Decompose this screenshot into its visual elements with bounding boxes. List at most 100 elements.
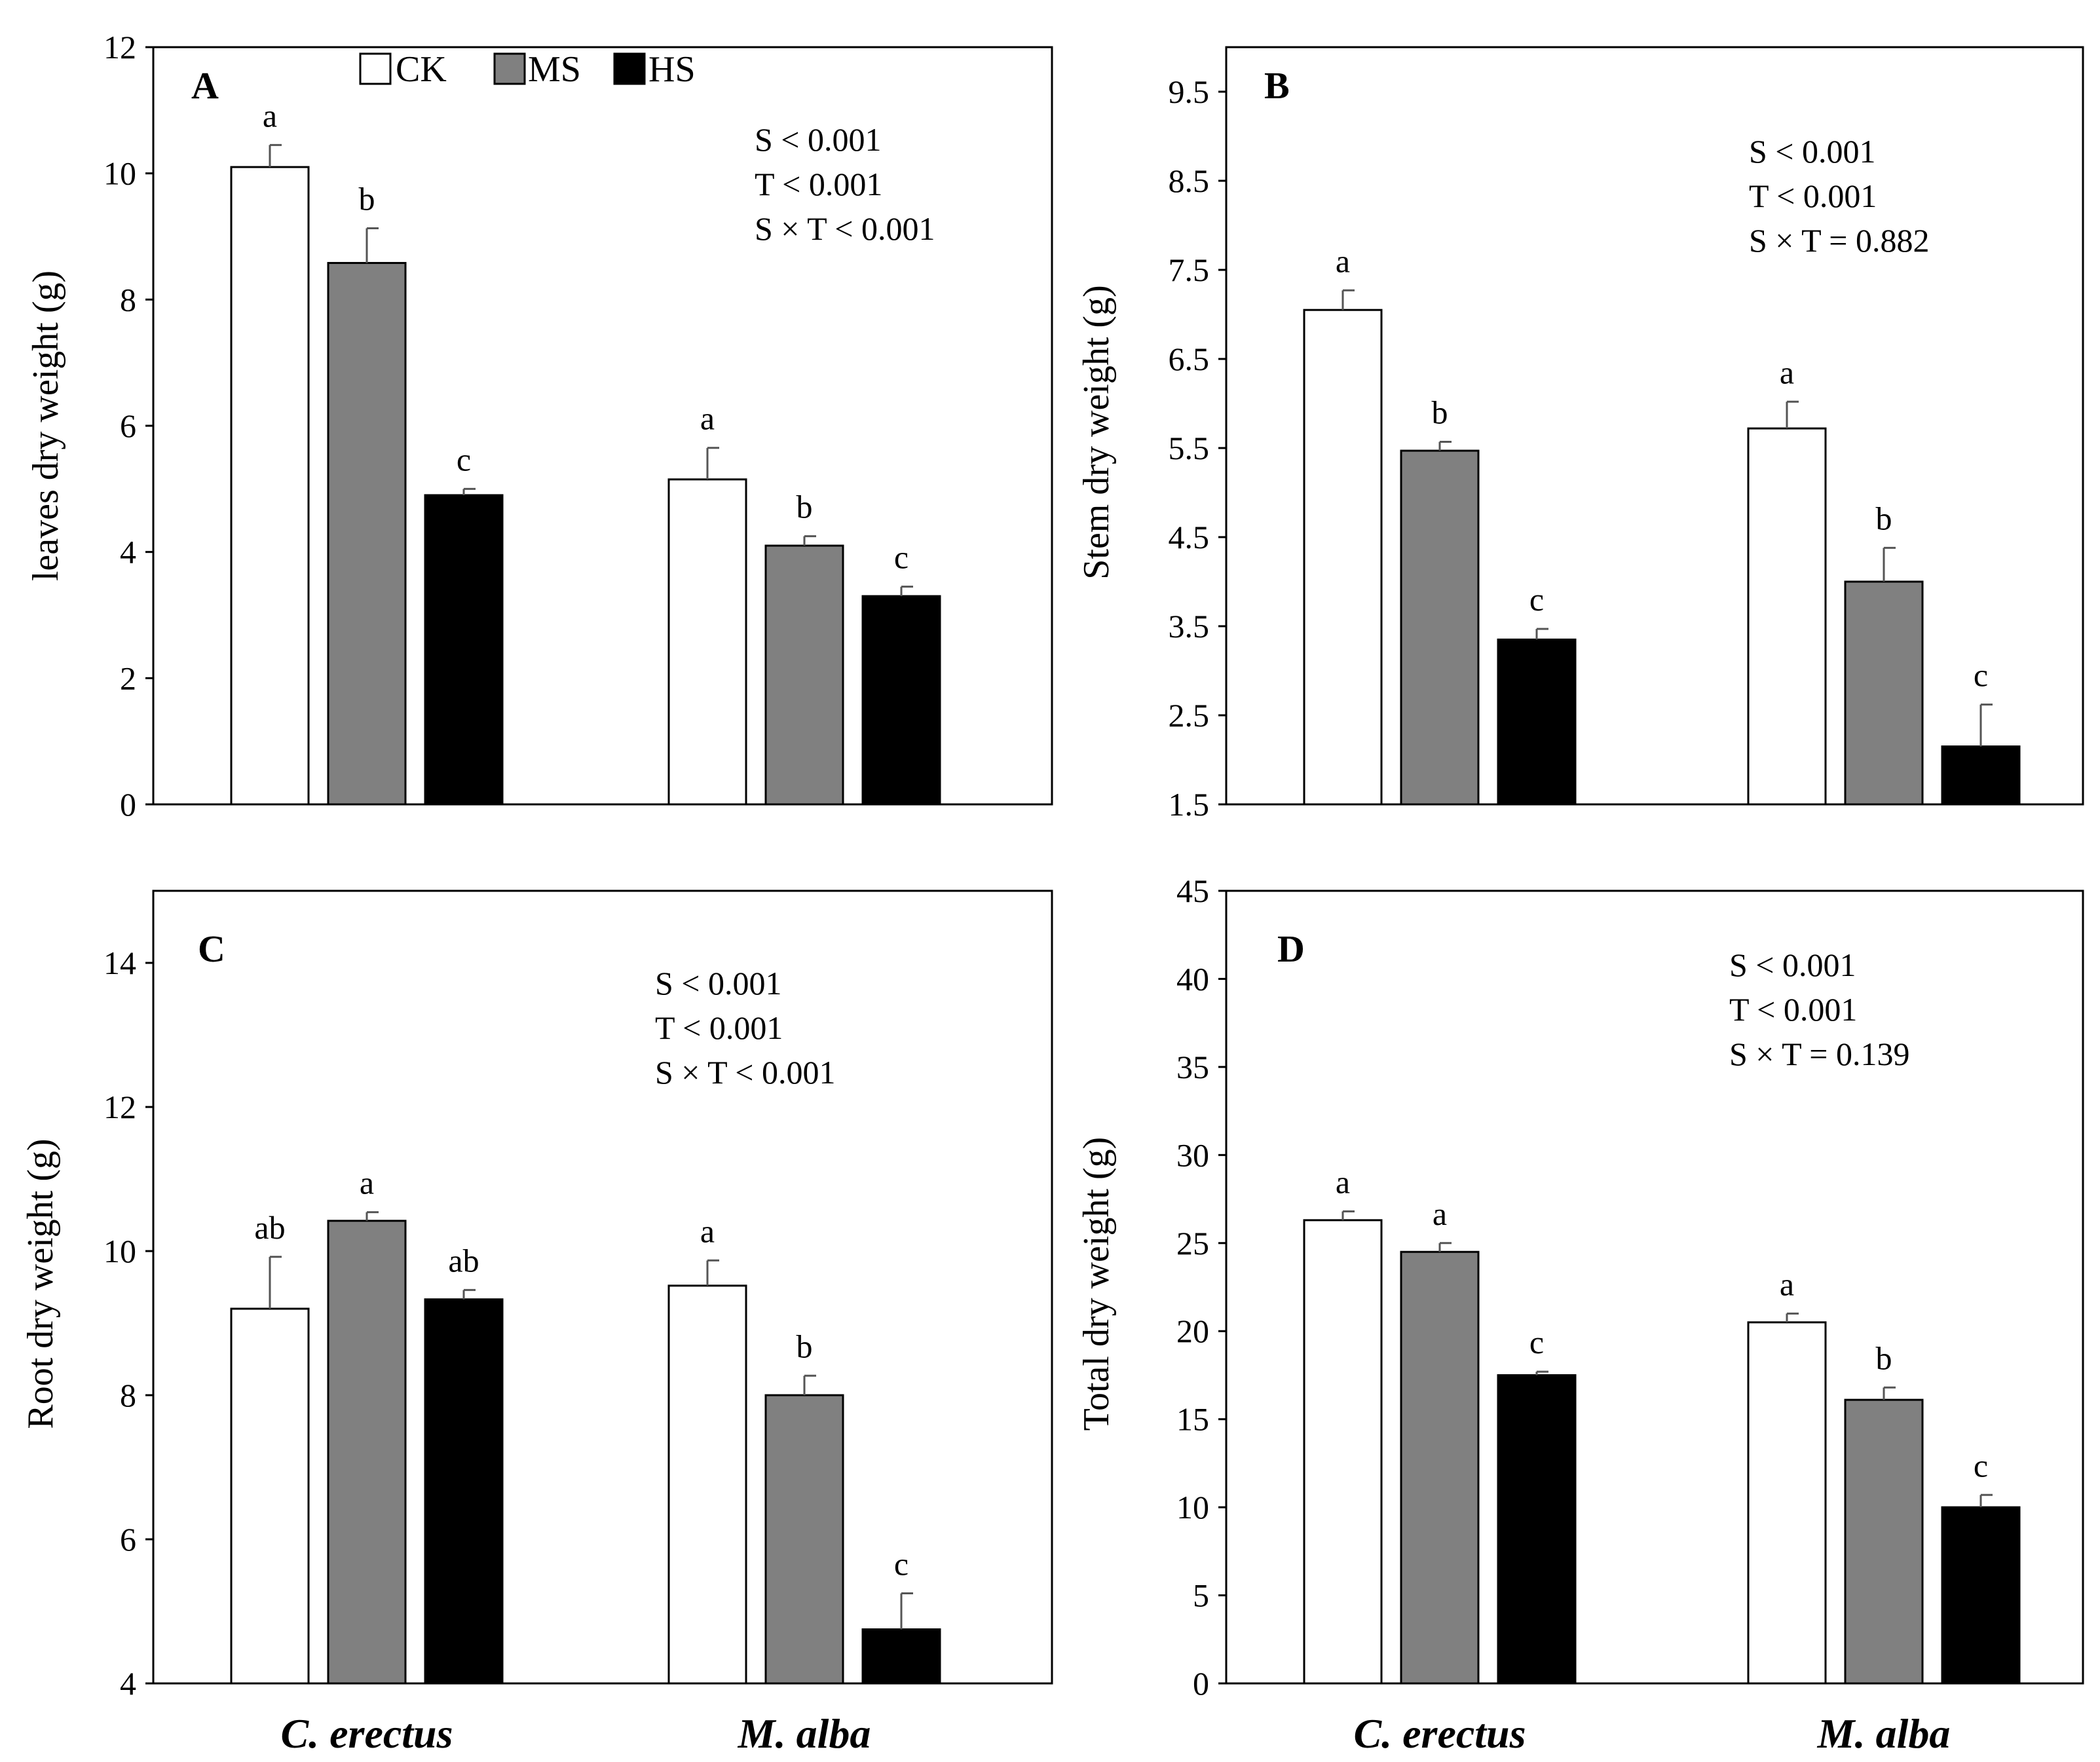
panel-b-stat-0: S < 0.001 [1749,133,1876,170]
panel-a-stat-0: S < 0.001 [755,121,882,158]
panel-a-ms-0-sig-letter: b [359,180,375,217]
panel-b-ms-1-bar [1844,580,1924,806]
panel-c-stat-1: T < 0.001 [655,1009,783,1046]
panel-b-ms-0-sig-letter: b [1432,394,1448,430]
panel-a-ytick-label-4: 8 [120,281,136,318]
panel-a-ylabel: leaves dry weight (g) [26,271,66,581]
panel-b-hs-1-bar [1941,745,2021,806]
legend-swatch-hs [613,52,646,85]
legend-item-ms: MS [493,49,581,90]
legend-label-ck: CK [396,49,447,90]
panel-c-ytick-label-0: 4 [120,1665,136,1702]
panel-c-ck-0-bar [230,1307,310,1685]
species-label-left-m-alba: M. alba [738,1710,871,1757]
panel-b-ylabel: Stem dry weight (g) [1076,285,1117,579]
panel-d-ms-0-bar [1400,1250,1480,1685]
panel-c-ck-1-sig-letter: a [700,1212,715,1249]
panel-c-hs-0-sig-letter: ab [448,1242,479,1279]
panel-b-ytick-label-4: 5.5 [1169,430,1210,466]
legend-swatch-ck [359,52,392,85]
panel-d-ytick-label-6: 30 [1176,1136,1209,1173]
panels: 0 2 4 6 8 10 12 leaves dry weight (g) A S < 0.001… [20,29,2084,1702]
legend-swatch-ms [493,52,526,85]
panel-c-frame [152,890,1053,1685]
panel-d-ytick-label-8: 40 [1176,960,1209,997]
panel-c-ck-1-bar [667,1284,747,1685]
panel-b-ytick-label-3: 4.5 [1169,519,1210,555]
panel-d-frame [1225,890,2084,1685]
panel-a-ck-1-sig-letter: a [700,400,715,437]
panel-b-ytick-label-1: 2.5 [1169,697,1210,734]
panel-d-stat-0: S < 0.001 [1729,947,1856,983]
panel-d-ck-0-sig-letter: a [1336,1163,1350,1200]
panel-b-frame [1225,46,2084,806]
panel-d-ytick-label-2: 10 [1176,1489,1209,1526]
panel-b-ms-0-bar [1400,449,1480,806]
species-label-right-c-erectus: C. erectus [1353,1710,1526,1757]
panel-d-stat-2: S × T = 0.139 [1729,1036,1909,1072]
panel-a: 0 2 4 6 8 10 12 leaves dry weight (g) A S < 0.001… [26,29,1053,823]
panel-a-ms-1-sig-letter: b [797,489,813,525]
panel-c-ytick-label-5: 14 [103,945,136,981]
panel-c-ms-1-sig-letter: b [797,1328,813,1364]
panel-d-ylabel: Total dry weight (g) [1076,1137,1117,1431]
panel-c-ms-0-sig-letter: a [360,1165,374,1201]
panel-d-hs-1-bar [1941,1506,2021,1685]
panel-c-letter: C [198,928,225,970]
legend: CK MS HS [359,49,696,90]
panel-b-hs-0-sig-letter: c [1529,581,1544,618]
panel-b-ytick-label-6: 7.5 [1169,252,1210,288]
panel-b-stat-1: T < 0.001 [1749,178,1877,214]
panel-d-ytick-label-7: 35 [1176,1049,1209,1085]
panel-b-ms-1-sig-letter: b [1876,500,1892,536]
panel-b-ytick-label-7: 8.5 [1169,162,1210,199]
panel-d-ytick-label-4: 20 [1176,1313,1209,1349]
panel-d-ms-1-bar [1844,1398,1924,1685]
panel-a-hs-0-sig-letter: c [457,441,471,478]
panel-d-ytick-label-0: 0 [1193,1665,1209,1702]
panel-b: 1.5 2.5 3.5 4.5 5.5 6.5 7.5 8.5 9.5 Stem dry weig… [1076,46,2084,823]
panel-b-ytick-label-2: 3.5 [1169,608,1210,645]
panel-d-ytick-label-9: 45 [1176,872,1209,909]
legend-item-ck: CK [359,49,447,90]
panel-d-ck-0-bar [1303,1219,1383,1685]
panel-b-hs-1-sig-letter: c [1974,657,1988,694]
panel-c-ms-0-bar [327,1220,407,1685]
species-label-left-c-erectus: C. erectus [280,1710,453,1757]
panel-c-ytick-label-4: 12 [103,1089,136,1125]
panel-a-letter: A [191,64,219,107]
panel-a-ck-0-sig-letter: a [263,97,277,134]
panel-c-stat-2: S × T < 0.001 [655,1054,835,1091]
species-axis-labels: C. erectus M. alba C. erectus M. alba [280,1710,1950,1757]
panel-b-ck-1-sig-letter: a [1780,354,1794,390]
panel-d-ck-1-sig-letter: a [1780,1265,1794,1302]
panel-d-ck-1-bar [1747,1321,1827,1685]
panel-b-ytick-label-0: 1.5 [1169,786,1210,823]
panel-b-ck-1-bar [1747,427,1827,806]
panel-c-hs-0-bar [424,1298,504,1685]
panel-d-ms-0-sig-letter: a [1433,1195,1447,1232]
panel-d-ytick-label-5: 25 [1176,1225,1209,1262]
panel-b-ck-0-bar [1303,309,1383,806]
panel-b-ytick-label-5: 6.5 [1169,341,1210,377]
panel-a-ytick-label-6: 12 [103,29,136,66]
legend-label-ms: MS [528,49,581,90]
panel-a-ms-0-bar [327,261,407,806]
panel-d: 0 5 10 15 20 25 30 35 40 45 Total dry weight (g) D S… [1076,872,2084,1702]
species-label-right-m-alba: M. alba [1817,1710,1951,1757]
panel-d-letter: D [1277,928,1305,970]
panel-c-ylabel: Root dry weight (g) [20,1138,61,1429]
panel-b-hs-0-bar [1497,638,1577,806]
panel-a-ytick-label-3: 6 [120,407,136,444]
panel-d-hs-0-bar [1497,1374,1577,1685]
legend-item-hs: HS [613,49,696,90]
panel-a-stat-1: T < 0.001 [755,166,882,202]
panel-c-ytick-label-2: 8 [120,1377,136,1414]
panel-c-hs-1-sig-letter: c [894,1546,909,1583]
panel-b-ck-0-sig-letter: a [1336,242,1350,279]
panel-c-ytick-label-3: 10 [103,1233,136,1269]
panel-a-ytick-label-1: 2 [120,660,136,696]
panel-a-stat-2: S × T < 0.001 [755,210,935,247]
panel-c-stat-0: S < 0.001 [655,965,782,1002]
